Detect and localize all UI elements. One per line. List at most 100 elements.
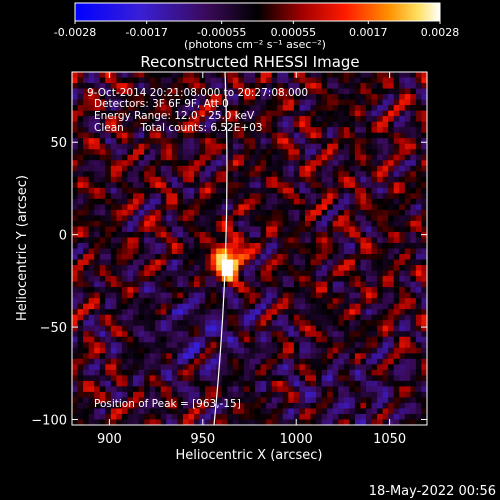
heatmap-pixel	[110, 116, 117, 123]
heatmap-pixel	[110, 386, 117, 393]
heatmap-pixel	[194, 165, 200, 172]
heatmap-pixel	[144, 231, 151, 238]
heatmap-pixel	[360, 171, 367, 178]
heatmap-pixel	[177, 176, 184, 183]
heatmap-pixel	[349, 226, 356, 233]
heatmap-pixel	[188, 116, 195, 123]
heatmap-pixel	[227, 358, 234, 365]
heatmap-pixel	[171, 132, 178, 139]
heatmap-pixel	[304, 72, 311, 78]
heatmap-pixel	[360, 287, 367, 294]
heatmap-pixel	[360, 176, 367, 183]
heatmap-pixel	[243, 110, 250, 117]
heatmap-pixel	[299, 209, 306, 216]
heatmap-pixel	[365, 353, 372, 360]
heatmap-pixel	[155, 77, 162, 84]
heatmap-pixel	[260, 386, 267, 393]
heatmap-pixel	[99, 132, 106, 139]
heatmap-pixel	[121, 369, 128, 376]
heatmap-pixel	[72, 303, 78, 310]
heatmap-pixel	[210, 364, 217, 371]
heatmap-pixel	[144, 209, 151, 216]
heatmap-pixel	[171, 204, 178, 211]
heatmap-pixel	[360, 391, 367, 398]
heatmap-pixel	[410, 187, 417, 194]
heatmap-pixel	[127, 110, 134, 117]
heatmap-pixel	[338, 94, 345, 100]
heatmap-pixel	[133, 226, 139, 233]
heatmap-pixel	[266, 72, 273, 78]
heatmap-pixel	[377, 259, 384, 266]
heatmap-pixel	[138, 402, 145, 409]
heatmap-pixel	[271, 226, 278, 233]
heatmap-pixel	[365, 132, 372, 139]
heatmap-pixel	[349, 176, 356, 183]
heatmap-pixel	[188, 276, 195, 282]
heatmap-pixel	[238, 369, 245, 376]
heatmap-pixel	[166, 265, 173, 271]
heatmap-pixel	[199, 287, 206, 294]
heatmap-pixel	[105, 160, 112, 167]
heatmap-pixel	[249, 143, 256, 150]
heatmap-pixel	[293, 347, 300, 354]
heatmap-pixel	[182, 182, 189, 189]
heatmap-pixel	[127, 364, 134, 371]
heatmap-pixel	[205, 231, 212, 238]
heatmap-pixel	[177, 413, 184, 420]
heatmap-pixel	[243, 176, 250, 183]
heatmap-pixel	[238, 298, 245, 305]
heatmap-pixel	[182, 347, 189, 354]
heatmap-pixel	[421, 314, 427, 321]
heatmap-pixel	[83, 99, 90, 106]
heatmap-pixel	[415, 408, 422, 415]
heatmap-pixel	[255, 215, 261, 222]
heatmap-pixel	[160, 380, 167, 387]
heatmap-pixel	[238, 226, 245, 233]
heatmap-pixel	[327, 353, 334, 360]
heatmap-pixel	[271, 209, 278, 216]
heatmap-pixel	[260, 242, 267, 249]
heatmap-pixel	[304, 270, 311, 277]
heatmap-pixel	[304, 347, 311, 354]
heatmap-pixel	[121, 220, 128, 227]
heatmap-pixel	[266, 386, 273, 393]
heatmap-pixel	[404, 154, 411, 161]
heatmap-pixel	[216, 187, 223, 194]
heatmap-pixel	[415, 281, 422, 288]
heatmap-pixel	[415, 380, 422, 387]
heatmap-pixel	[349, 83, 356, 89]
heatmap-pixel	[160, 187, 167, 194]
heatmap-pixel	[304, 331, 311, 338]
heatmap-pixel	[327, 237, 334, 244]
heatmap-pixel	[421, 375, 427, 382]
heatmap-pixel	[377, 248, 384, 255]
heatmap-pixel	[310, 231, 317, 238]
heatmap-pixel	[365, 408, 372, 415]
heatmap-pixel	[121, 143, 128, 150]
heatmap-pixel	[410, 265, 417, 271]
heatmap-pixel	[171, 358, 178, 365]
heatmap-pixel	[210, 331, 217, 338]
heatmap-pixel	[127, 99, 134, 106]
heatmap-pixel	[205, 220, 212, 227]
heatmap-pixel	[277, 270, 284, 277]
heatmap-pixel	[266, 292, 273, 299]
heatmap-pixel	[166, 121, 173, 128]
heatmap-pixel	[360, 265, 367, 271]
heatmap-pixel	[216, 342, 223, 349]
heatmap-pixel	[304, 242, 311, 249]
heatmap-pixel	[388, 369, 395, 376]
heatmap-pixel	[382, 331, 389, 338]
heatmap-pixel	[415, 154, 422, 161]
heatmap-pixel	[149, 353, 156, 360]
heatmap-pixel	[388, 402, 395, 409]
heatmap-pixel	[99, 231, 106, 238]
heatmap-pixel	[388, 182, 395, 189]
heatmap-pixel	[160, 231, 167, 238]
heatmap-pixel	[149, 413, 156, 420]
heatmap-pixel	[404, 198, 411, 205]
heatmap-pixel	[393, 358, 400, 365]
heatmap-pixel	[77, 419, 84, 425]
heatmap-pixel	[332, 182, 339, 189]
heatmap-pixel	[144, 281, 151, 288]
